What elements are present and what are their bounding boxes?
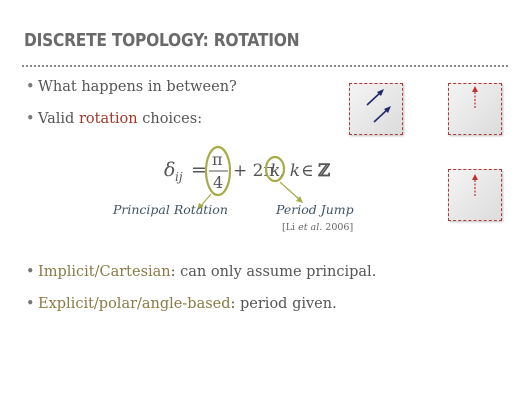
implicit-rest: : can only assume principal. — [170, 264, 377, 280]
implicit-highlight: Implicit/Cartesian — [38, 264, 171, 280]
title-divider — [22, 65, 508, 67]
bullet-dot: • — [26, 79, 35, 95]
two-pi-term: + 2π — [233, 161, 275, 181]
principal-ellipse — [204, 145, 232, 197]
bullet-dot: • — [26, 296, 35, 312]
pi-numerator: π — [212, 150, 223, 169]
period-pointer — [279, 181, 301, 201]
bullet-text: What happens in between? — [38, 79, 237, 95]
up-arrow-icon — [472, 174, 478, 196]
citation: [Li et al. 2006] — [282, 222, 353, 233]
up-arrow-tile-bottom — [448, 169, 502, 221]
up-arrow-tile-top — [448, 83, 502, 135]
explicit-highlight: Explicit/polar/angle-based — [38, 296, 231, 312]
bullet-explicit: • Explicit/polar/angle-based: period give… — [26, 296, 337, 312]
rotation-highlight: rotation — [78, 111, 138, 127]
delta-symbol: δ — [164, 159, 175, 181]
bullet-suffix: choices: — [137, 111, 203, 127]
slide-title: DISCRETE TOPOLOGY: ROTATION — [24, 30, 300, 51]
diagonal-arrows-tile — [349, 83, 403, 135]
bullet-dot: • — [26, 111, 35, 127]
principal-rotation-label: Principal Rotation — [113, 202, 228, 217]
citation-et-al: et al. — [298, 222, 323, 233]
citation-close: 2006] — [322, 222, 354, 233]
integers-symbol: ℤ — [318, 161, 331, 181]
period-jump-label: Period Jump — [276, 202, 354, 217]
period-ellipse — [264, 155, 286, 183]
period-pointer-head — [296, 196, 303, 203]
citation-open: [Li — [282, 222, 299, 233]
diagonal-arrows-icon — [366, 89, 391, 123]
element-of: ∈ — [301, 161, 314, 181]
k-variable: k — [270, 161, 280, 181]
up-arrow-icon — [472, 86, 478, 108]
bullet-what-happens: • What happens in between? — [26, 79, 237, 95]
equals-sign: = — [191, 159, 207, 181]
delta-subscript: ij — [175, 170, 183, 184]
bullet-implicit: • Implicit/Cartesian: can only assume pri… — [26, 264, 376, 280]
bullet-prefix: Valid — [38, 111, 79, 127]
bullet-dot: • — [26, 264, 35, 280]
four-denominator: 4 — [213, 173, 223, 192]
bullet-valid-rotation: • Valid rotation choices: — [26, 111, 202, 127]
explicit-rest: : period given. — [230, 296, 337, 312]
principal-pointer-head — [197, 203, 204, 210]
